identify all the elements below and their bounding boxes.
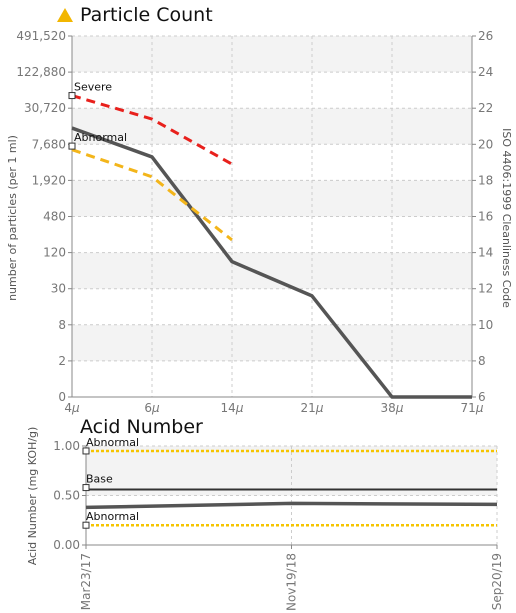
particle-count-x-tick-unit: μ xyxy=(475,401,484,415)
acid-number-series xyxy=(85,449,498,527)
acid-number-x-tick-label: Mar23/17 xyxy=(79,553,93,610)
particle-count-y-tick-label: 8 xyxy=(58,318,66,332)
particle-count-band xyxy=(72,180,472,217)
particle-count-series xyxy=(71,94,472,399)
particle-count-y-tick-label: 2 xyxy=(58,354,66,368)
particle-count-x-ticks: 4μ 6μ 14μ 21μ 38μ 71μ xyxy=(64,401,483,415)
particle-count-band xyxy=(72,252,472,289)
particle-count-band xyxy=(72,324,472,361)
particle-count-y2-tick-label: 12 xyxy=(478,282,493,296)
particle-count-annotations: Severe Abnormal xyxy=(68,81,127,150)
particle-count-band xyxy=(72,216,472,253)
particle-count-x-tick-label: 71μ xyxy=(461,401,484,415)
particle-count-x-tick-number: 38 xyxy=(381,401,396,415)
acid-number-annotation-marker xyxy=(82,484,90,492)
warning-triangle-icon xyxy=(57,8,73,22)
particle-count-y2-tick-label: 22 xyxy=(478,101,493,115)
particle-count-x-tick-unit: μ xyxy=(151,401,160,415)
particle-count-y-tick-label: 120 xyxy=(43,246,66,260)
particle-count-y2-tick-label: 8 xyxy=(478,354,486,368)
particle-count-y-tick-label: 30 xyxy=(51,282,66,296)
particle-count-y2-tick-label: 26 xyxy=(478,29,493,43)
particle-count-x-tick-number: 6 xyxy=(144,401,152,415)
acid-number-y-tick-label: 1.00 xyxy=(53,439,80,453)
particle-count-x-tick-label: 38μ xyxy=(381,401,404,415)
particle-count-x-tick-label: 14μ xyxy=(221,401,244,415)
particle-count-y2-tick-label: 6 xyxy=(478,390,486,404)
acid-number-chart: Acid Number Acid Number (mg KOH/g) 1.00 0… xyxy=(26,416,504,611)
particle-count-y2-tick-label: 24 xyxy=(478,65,493,79)
particle-count-y-tick-label: 1,920 xyxy=(32,173,66,187)
particle-count-annotation-label: Severe xyxy=(74,81,112,94)
particle-count-y-tick-label: 491,520 xyxy=(16,29,66,43)
particle-count-band xyxy=(72,360,472,397)
particle-count-x-tick-label: 21μ xyxy=(301,401,324,415)
particle-count-annotation-label: Abnormal xyxy=(74,131,127,144)
acid-number-x-tick-label: Nov19/18 xyxy=(285,553,299,611)
particle-count-x-tick-label: 4μ xyxy=(64,401,80,415)
particle-count-y2-tick-label: 10 xyxy=(478,318,493,332)
particle-count-series-measured xyxy=(71,126,472,399)
particle-count-x-tick-number: 14 xyxy=(221,401,236,415)
acid-number-y-axis-label: Acid Number (mg KOH/g) xyxy=(26,427,39,566)
particle-count-x-tick-unit: μ xyxy=(395,401,404,415)
acid-number-annotation-label: Abnormal xyxy=(86,436,139,449)
particle-count-y-ticks: 491,520 122,880 30,720 7,680 1,920 480 120 30 8 2… xyxy=(16,29,72,404)
particle-count-x-tick-number: 71 xyxy=(461,401,476,415)
particle-count-x-tick-unit: μ xyxy=(315,401,324,415)
particle-count-x-tick-label: 6μ xyxy=(144,401,160,415)
acid-number-x-tick-label: Sep20/19 xyxy=(490,553,504,610)
particle-count-annotation-marker xyxy=(68,142,76,150)
particle-count-y2-tick-label: 20 xyxy=(478,137,493,151)
acid-number-annotation-label: Base xyxy=(86,473,113,486)
particle-count-band xyxy=(72,108,472,145)
particle-count-x-tick-number: 21 xyxy=(301,401,316,415)
particle-count-bands xyxy=(72,36,472,397)
acid-number-annotation-marker xyxy=(82,447,90,455)
particle-count-band xyxy=(72,288,472,325)
particle-count-y2-ticks: 26 24 22 20 18 16 14 12 10 8 6 xyxy=(472,29,493,404)
acid-number-series-measured xyxy=(85,501,498,510)
particle-count-y-tick-label: 480 xyxy=(43,210,66,224)
acid-number-annotation-label: Abnormal xyxy=(86,510,139,523)
particle-count-y-tick-label: 122,880 xyxy=(16,65,66,79)
particle-count-band xyxy=(72,72,472,109)
particle-count-x-tick-unit: μ xyxy=(71,401,80,415)
particle-count-y-tick-label: 7,680 xyxy=(32,137,66,151)
acid-number-title: Acid Number xyxy=(80,416,203,438)
particle-count-y-tick-label: 30,720 xyxy=(24,101,66,115)
particle-count-y2-tick-label: 16 xyxy=(478,210,493,224)
particle-count-annotation-marker xyxy=(68,92,76,100)
acid-number-y-tick-label: 0.50 xyxy=(53,489,80,503)
acid-number-y-ticks: 1.00 0.50 0.00 xyxy=(53,439,86,552)
particle-count-series-abnormal xyxy=(71,148,233,242)
acid-number-x-ticks: Mar23/17 Nov19/18 Sep20/19 xyxy=(79,545,504,611)
particle-count-x-tick-unit: μ xyxy=(235,401,244,415)
particle-count-y2-tick-label: 14 xyxy=(478,246,493,260)
particle-count-y2-axis-label: ISO 4406:1999 Cleanliness Code xyxy=(500,128,513,308)
acid-number-annotations: Abnormal Base Abnormal xyxy=(82,436,139,529)
particle-count-y-tick-label: 0 xyxy=(58,390,66,404)
particle-count-band xyxy=(72,36,472,73)
particle-count-y-axis-label: number of particles (per 1 ml) xyxy=(6,135,19,301)
particle-count-series-severe xyxy=(71,94,233,166)
acid-number-annotation-marker xyxy=(82,521,90,529)
particle-count-y2-tick-label: 18 xyxy=(478,173,493,187)
particle-count-chart: Particle Count number of particles (per … xyxy=(6,4,513,415)
particle-count-title: Particle Count xyxy=(80,4,213,26)
acid-number-y-tick-label: 0.00 xyxy=(53,538,80,552)
particle-count-x-tick-number: 4 xyxy=(64,401,72,415)
